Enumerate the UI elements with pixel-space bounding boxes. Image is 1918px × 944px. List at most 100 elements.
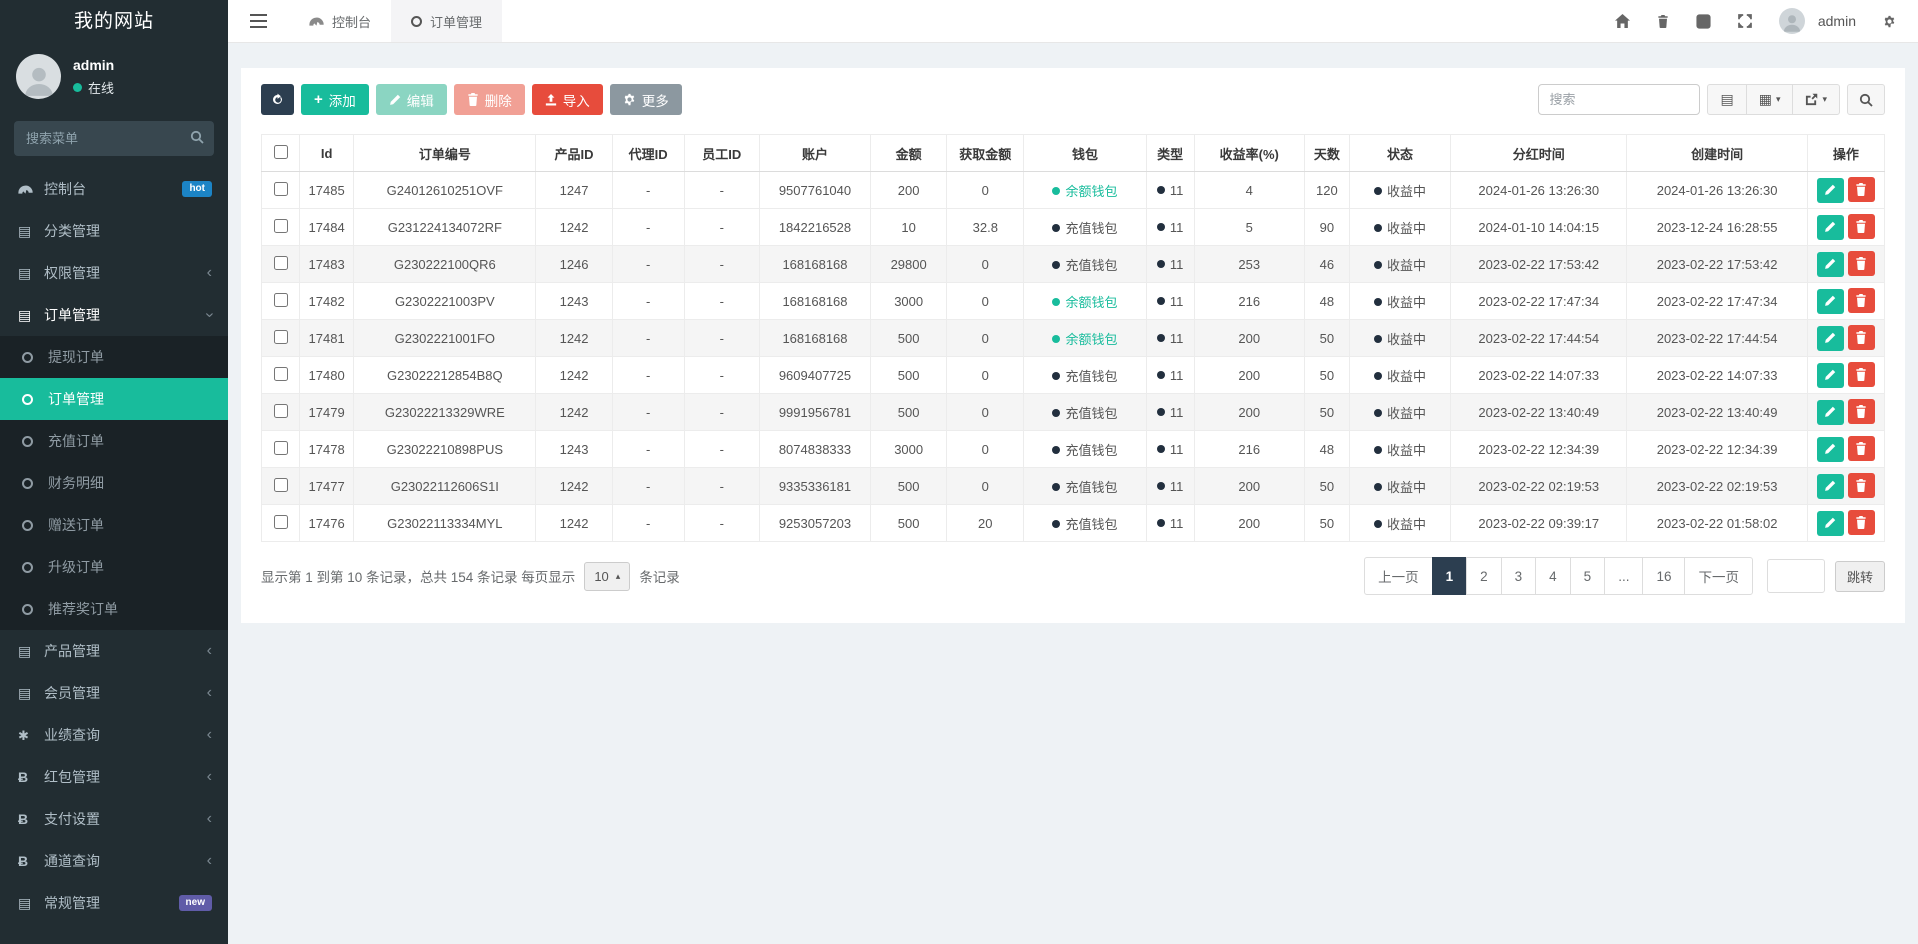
jump-page-input[interactable] bbox=[1766, 559, 1825, 593]
row-delete-button[interactable] bbox=[1847, 473, 1875, 499]
row-delete-button[interactable] bbox=[1847, 399, 1875, 425]
row-delete-button[interactable] bbox=[1847, 251, 1875, 277]
sidebar-subitem-9[interactable]: 升级订单 bbox=[0, 546, 228, 588]
jump-button[interactable]: 跳转 bbox=[1834, 560, 1885, 592]
navbar-avatar[interactable] bbox=[1778, 8, 1805, 34]
column-header-12[interactable]: 状态 bbox=[1348, 134, 1452, 172]
row-edit-button[interactable] bbox=[1816, 288, 1844, 314]
row-edit-button[interactable] bbox=[1816, 177, 1844, 203]
page-button-16[interactable]: 16 bbox=[1642, 557, 1686, 595]
column-header-11[interactable]: 天数 bbox=[1303, 134, 1350, 172]
next-page-button[interactable]: 下一页 bbox=[1684, 557, 1753, 595]
sidebar-toggle-icon[interactable] bbox=[228, 0, 289, 42]
row-checkbox[interactable] bbox=[273, 514, 288, 529]
tab-order-management[interactable]: 订单管理 bbox=[391, 0, 503, 42]
home-icon[interactable] bbox=[1614, 14, 1630, 28]
sidebar-item-2[interactable]: ▤ 权限管理 ‹ bbox=[0, 252, 228, 294]
row-delete-button[interactable] bbox=[1847, 510, 1875, 536]
sidebar-subitem-6[interactable]: 充值订单 bbox=[0, 420, 228, 462]
column-header-10[interactable]: 收益率(%) bbox=[1193, 134, 1305, 172]
sidebar-item-3[interactable]: ▤ 订单管理 ‹ bbox=[0, 294, 228, 336]
ellipsis-button[interactable]: ... bbox=[1604, 557, 1644, 595]
column-header-2[interactable]: 产品ID bbox=[535, 134, 613, 172]
translate-icon[interactable] bbox=[1696, 13, 1711, 29]
row-edit-button[interactable] bbox=[1816, 510, 1844, 536]
row-checkbox[interactable] bbox=[273, 440, 288, 455]
row-delete-button[interactable] bbox=[1847, 214, 1875, 240]
sidebar-item-15[interactable]: Ƀ 支付设置 ‹ bbox=[0, 798, 228, 840]
sidebar-subitem-7[interactable]: 财务明细 bbox=[0, 462, 228, 504]
table-search-input[interactable] bbox=[1538, 84, 1701, 115]
column-header-14[interactable]: 创建时间 bbox=[1626, 134, 1808, 172]
sidebar-subitem-4[interactable]: 提现订单 bbox=[0, 336, 228, 378]
column-header-9[interactable]: 类型 bbox=[1145, 134, 1195, 172]
column-header-4[interactable]: 员工ID bbox=[683, 134, 760, 172]
row-delete-button[interactable] bbox=[1847, 288, 1875, 314]
column-header-3[interactable]: 代理ID bbox=[611, 134, 685, 172]
column-header-6[interactable]: 金额 bbox=[870, 134, 948, 172]
row-delete-button[interactable] bbox=[1847, 325, 1875, 351]
sidebar-item-12[interactable]: ▤ 会员管理 ‹ bbox=[0, 672, 228, 714]
row-checkbox[interactable] bbox=[273, 366, 288, 381]
row-delete-button[interactable] bbox=[1847, 177, 1875, 203]
column-header-1[interactable]: 订单编号 bbox=[353, 134, 537, 172]
navbar-username[interactable]: admin bbox=[1817, 13, 1856, 29]
page-button-1[interactable]: 1 bbox=[1431, 557, 1468, 595]
sidebar-item-13[interactable]: ✱ 业绩查询 ‹ bbox=[0, 714, 228, 756]
column-header-15[interactable]: 操作 bbox=[1806, 134, 1886, 172]
column-header-0[interactable]: Id bbox=[299, 134, 355, 172]
row-edit-button[interactable] bbox=[1816, 251, 1844, 277]
row-checkbox[interactable] bbox=[273, 255, 288, 270]
page-button-5[interactable]: 5 bbox=[1569, 557, 1606, 595]
sidebar-item-14[interactable]: Ƀ 红包管理 ‹ bbox=[0, 756, 228, 798]
sidebar-subitem-10[interactable]: 推荐奖订单 bbox=[0, 588, 228, 630]
export-button[interactable]: ▾ bbox=[1792, 84, 1840, 115]
sidebar-item-16[interactable]: Ƀ 通道查询 ‹ bbox=[0, 840, 228, 882]
row-checkbox[interactable] bbox=[273, 181, 288, 196]
row-edit-button[interactable] bbox=[1816, 436, 1844, 462]
page-button-4[interactable]: 4 bbox=[1535, 557, 1571, 595]
row-delete-button[interactable] bbox=[1847, 362, 1875, 388]
columns-button[interactable]: ▦ ▾ bbox=[1745, 84, 1794, 115]
sidebar-item-1[interactable]: ▤ 分类管理 bbox=[0, 210, 228, 252]
sidebar-item-label: 通道查询 bbox=[44, 853, 100, 869]
row-checkbox[interactable] bbox=[273, 218, 288, 233]
row-checkbox[interactable] bbox=[273, 477, 288, 492]
sidebar-item-0[interactable]: 控制台 hot bbox=[0, 168, 228, 210]
edit-button[interactable]: 编辑 bbox=[375, 84, 447, 115]
row-edit-button[interactable] bbox=[1816, 214, 1844, 240]
delete-button[interactable]: 删除 bbox=[453, 84, 525, 115]
column-header-13[interactable]: 分红时间 bbox=[1450, 134, 1628, 172]
row-checkbox[interactable] bbox=[273, 292, 288, 307]
more-button[interactable]: 更多 bbox=[609, 84, 682, 115]
row-edit-button[interactable] bbox=[1816, 399, 1844, 425]
sidebar-subitem-5[interactable]: 订单管理 bbox=[0, 378, 228, 420]
row-delete-button[interactable] bbox=[1847, 436, 1875, 462]
page-size-select[interactable]: 10 ▴ bbox=[584, 561, 631, 591]
tab-dashboard[interactable]: 控制台 bbox=[289, 0, 391, 42]
row-checkbox[interactable] bbox=[273, 329, 288, 344]
select-all-checkbox[interactable] bbox=[273, 144, 288, 159]
cogs-icon[interactable] bbox=[1883, 15, 1896, 28]
row-checkbox[interactable] bbox=[273, 403, 288, 418]
sidebar-search-input[interactable] bbox=[14, 121, 214, 156]
search-button[interactable] bbox=[1847, 84, 1885, 115]
import-button[interactable]: 导入 bbox=[531, 84, 603, 115]
row-edit-button[interactable] bbox=[1816, 325, 1844, 351]
fullscreen-icon[interactable] bbox=[1738, 14, 1752, 28]
trash-icon[interactable] bbox=[1657, 14, 1669, 28]
page-button-2[interactable]: 2 bbox=[1466, 557, 1502, 595]
column-header-5[interactable]: 账户 bbox=[758, 134, 872, 172]
detail-view-button[interactable]: ▤ bbox=[1707, 84, 1747, 115]
row-edit-button[interactable] bbox=[1816, 473, 1844, 499]
sidebar-item-11[interactable]: ▤ 产品管理 ‹ bbox=[0, 630, 228, 672]
sidebar-subitem-8[interactable]: 赠送订单 bbox=[0, 504, 228, 546]
row-edit-button[interactable] bbox=[1816, 362, 1844, 388]
column-header-7[interactable]: 获取金额 bbox=[946, 134, 1025, 172]
add-button[interactable]: + 添加 bbox=[301, 84, 369, 115]
refresh-button[interactable] bbox=[261, 84, 294, 115]
column-header-8[interactable]: 钱包 bbox=[1023, 134, 1147, 172]
sidebar-item-17[interactable]: ▤ 常规管理 new bbox=[0, 882, 228, 924]
page-button-3[interactable]: 3 bbox=[1500, 557, 1537, 595]
prev-page-button[interactable]: 上一页 bbox=[1364, 557, 1433, 595]
